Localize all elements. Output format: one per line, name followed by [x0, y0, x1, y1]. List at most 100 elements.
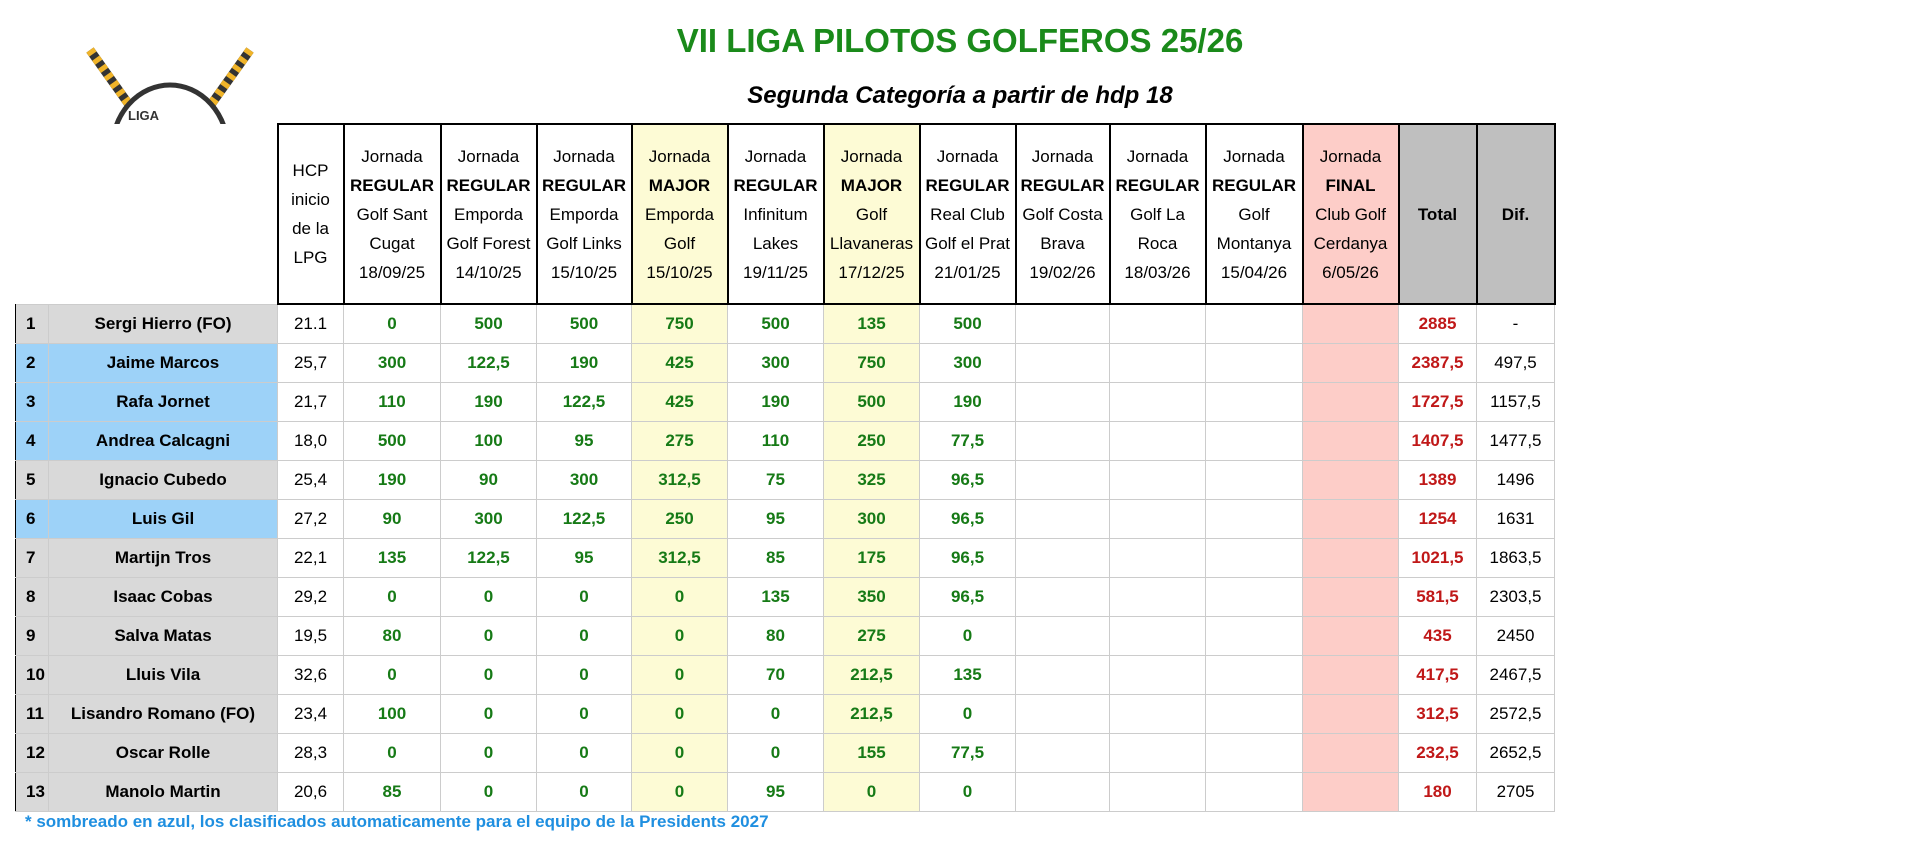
jornada-l1: Jornada [1126, 146, 1189, 166]
points-cell: 95 [536, 538, 632, 578]
points-cell: 95 [727, 499, 824, 539]
standings-body: 1 Sergi Hierro (FO) 21.1 0 500 500 750 500 135 50… [15, 303, 1555, 812]
points-cell: 500 [343, 421, 441, 461]
jornada-l4: Golf Forest [446, 233, 531, 253]
jornada-date: 21/01/25 [934, 262, 1001, 282]
jornada-date: 18/03/26 [1124, 262, 1191, 282]
dif-cell: 2450 [1476, 616, 1555, 656]
points-cell: 0 [919, 772, 1016, 812]
points-cell [1015, 733, 1110, 773]
player-name: Andrea Calcagni [48, 421, 278, 461]
points-cell: 110 [343, 382, 441, 422]
total-cell: 180 [1398, 772, 1477, 812]
points-cell [1109, 655, 1206, 695]
points-cell [1109, 460, 1206, 500]
dif-cell: 2303,5 [1476, 577, 1555, 617]
rank-cell: 11 [15, 694, 49, 734]
points-cell: 90 [343, 499, 441, 539]
dif-cell: 497,5 [1476, 343, 1555, 383]
rank-cell: 12 [15, 733, 49, 773]
points-cell [1205, 616, 1303, 656]
hcp-cell: 25,7 [277, 343, 344, 383]
jornada-date: 19/02/26 [1029, 262, 1096, 282]
points-cell: 0 [343, 303, 441, 344]
points-cell: 90 [440, 460, 537, 500]
points-cell [1109, 382, 1206, 422]
points-cell [1302, 303, 1399, 344]
points-cell [1109, 694, 1206, 734]
points-cell: 135 [343, 538, 441, 578]
points-cell: 0 [631, 694, 728, 734]
points-cell: 75 [727, 460, 824, 500]
jornada-header: Jornada REGULAR Emporda Golf Links 15/10/25 [535, 123, 633, 305]
table-row: 3 Rafa Jornet 21,7 110 190 122,5 425 190 500 190 1… [15, 382, 1555, 422]
points-cell: 350 [823, 577, 920, 617]
jornada-l4: Golf Links [546, 233, 622, 253]
jornada-l3: Golf Sant [356, 204, 428, 224]
jornada-header: Jornada MAJOR Golf Llavaneras 17/12/25 [822, 123, 921, 305]
points-cell: 500 [536, 303, 632, 344]
dif-cell: 2467,5 [1476, 655, 1555, 695]
points-cell [1015, 694, 1110, 734]
dif-cell: 1477,5 [1476, 421, 1555, 461]
player-name: Lluis Vila [48, 655, 278, 695]
table-row: 2 Jaime Marcos 25,7 300 122,5 190 425 300 750 300… [15, 343, 1555, 383]
player-name: Manolo Martin [48, 772, 278, 812]
rank-cell: 13 [15, 772, 49, 812]
jornada-type: REGULAR [349, 175, 435, 195]
points-cell [1109, 616, 1206, 656]
jornada-date: 18/09/25 [358, 262, 426, 282]
points-cell: 100 [440, 421, 537, 461]
points-cell: 122,5 [440, 538, 537, 578]
jornada-l4: Cugat [369, 233, 415, 253]
jornada-date: 15/10/25 [550, 262, 618, 282]
points-cell [1205, 382, 1303, 422]
jornada-l3: Golf [855, 204, 888, 224]
svg-text:LIGA: LIGA [128, 108, 160, 123]
jornada-l3: Golf La [1130, 204, 1185, 224]
rank-cell: 7 [15, 538, 49, 578]
jornada-date: 15/10/25 [646, 262, 713, 282]
jornada-l1: Jornada [457, 146, 520, 166]
rank-cell: 5 [15, 460, 49, 500]
jornada-l1: Jornada [1319, 146, 1382, 166]
dif-cell: 1631 [1476, 499, 1555, 539]
points-cell: 135 [823, 303, 920, 344]
points-cell: 0 [440, 577, 537, 617]
points-cell [1302, 772, 1399, 812]
points-cell [1109, 733, 1206, 773]
jornada-date: 17/12/25 [838, 262, 905, 282]
total-cell: 417,5 [1398, 655, 1477, 695]
points-cell: 95 [727, 772, 824, 812]
points-cell: 325 [823, 460, 920, 500]
page-subtitle: Segunda Categoría a partir de hdp 18 [747, 82, 1173, 109]
hcp-cell: 21.1 [277, 303, 344, 344]
points-cell: 96,5 [919, 577, 1016, 617]
header-row: HCP inicio de la LPG Jornada REGULAR Golf San… [15, 123, 1556, 305]
jornada-l3: Infinitum [743, 204, 808, 224]
points-cell: 0 [727, 694, 824, 734]
dif-cell: 2652,5 [1476, 733, 1555, 773]
jornada-l3: Real Club [930, 204, 1005, 224]
table-row: 9 Salva Matas 19,5 80 0 0 0 80 275 0 435 2450 [15, 616, 1555, 656]
points-cell: 250 [823, 421, 920, 461]
points-cell: 135 [727, 577, 824, 617]
points-cell: 425 [631, 343, 728, 383]
total-cell: 1407,5 [1398, 421, 1477, 461]
hcp-cell: 25,4 [277, 460, 344, 500]
total-cell: 1254 [1398, 499, 1477, 539]
points-cell: 0 [536, 694, 632, 734]
jornada-type: REGULAR [1211, 175, 1297, 195]
total-cell: 1389 [1398, 460, 1477, 500]
points-cell [1302, 577, 1399, 617]
points-cell: 0 [536, 733, 632, 773]
table-row: 4 Andrea Calcagni 18,0 500 100 95 275 110 250 77,… [15, 421, 1555, 461]
jornada-l4: Montanya [1216, 233, 1292, 253]
standings-table: HCP inicio de la LPG Jornada REGULAR Golf San… [15, 123, 1556, 812]
points-cell [1205, 343, 1303, 383]
points-cell: 96,5 [919, 499, 1016, 539]
points-cell: 0 [631, 772, 728, 812]
points-cell: 0 [536, 616, 632, 656]
hcp-cell: 27,2 [277, 499, 344, 539]
points-cell: 312,5 [631, 538, 728, 578]
